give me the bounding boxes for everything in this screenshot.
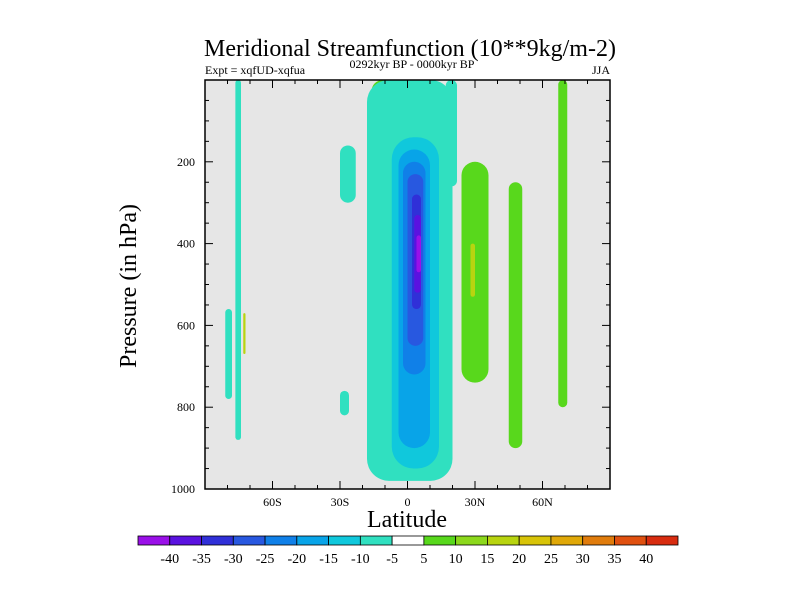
y-tick-label: 200: [177, 155, 195, 169]
contour-sh-small-yellow-mark: [243, 313, 246, 355]
axes: 60S 30S 0 30N 60N 200 400 600 800 1000: [171, 80, 611, 509]
colorbar-label: 25: [544, 552, 558, 567]
colorbar-swatch: [645, 535, 679, 546]
colorbar-swatch: [201, 535, 234, 546]
colorbar-label: -20: [287, 552, 306, 567]
contour-hadley-40: [416, 235, 421, 273]
contour-sh-small-patch-left: [225, 309, 232, 400]
contour-subtropic-patch-200: [340, 145, 356, 203]
colorbar-swatch: [550, 535, 584, 546]
season-label: JJA: [592, 63, 610, 77]
colorbar-swatch: [518, 535, 552, 546]
x-tick-label: 60N: [532, 495, 553, 509]
colorbar-swatch: [391, 535, 425, 546]
colorbar: -40 -35 -30 -25 -20 -15 -10 -5 5 10 15 20 25 30 35 40: [137, 535, 679, 567]
colorbar-swatch: [359, 535, 393, 546]
colorbar-swatch: [264, 535, 298, 546]
x-axis-title: Latitude: [367, 507, 447, 533]
contour-nh-cyan-streak: [445, 80, 457, 187]
y-tick-label: 600: [177, 318, 195, 332]
colorbar-label: 10: [449, 552, 463, 567]
contour-ferrel-yellow: [470, 243, 475, 297]
colorbar-swatch: [487, 535, 520, 546]
colorbar-label: 5: [420, 552, 427, 567]
colorbar-label: -25: [256, 552, 275, 567]
colorbar-label: -15: [319, 552, 338, 567]
y-tick-label: 800: [177, 400, 195, 414]
colorbar-label: -30: [224, 552, 243, 567]
colorbar-swatch: [582, 535, 615, 546]
colorbar-label: 40: [639, 552, 653, 567]
y-tick-label: 1000: [171, 482, 195, 496]
colorbar-label: -40: [160, 552, 179, 567]
colorbar-swatch: [328, 535, 361, 546]
colorbar-swatch: [296, 535, 329, 546]
contour-sh-polar-streak: [235, 80, 241, 440]
contour-subtropic-patch-800: [340, 390, 349, 416]
x-tick-label: 30S: [331, 495, 350, 509]
x-tick-label: 60S: [263, 495, 282, 509]
contour-regions: [225, 80, 568, 481]
colorbar-label: 35: [607, 552, 621, 567]
contour-ferrel-green-2: [508, 182, 523, 449]
x-tick-label: 30N: [465, 495, 486, 509]
colorbar-label: -35: [192, 552, 211, 567]
experiment-label: Expt = xqfUD-xqfua: [205, 63, 306, 77]
colorbar-swatch: [169, 535, 202, 546]
colorbar-label: -5: [386, 552, 398, 567]
colorbar-swatch: [455, 535, 488, 546]
colorbar-label: 15: [480, 552, 494, 567]
x-tick-label: 0: [405, 495, 411, 509]
chart-title: Meridional Streamfunction (10**9kg/m-2): [204, 36, 616, 62]
colorbar-label: -10: [351, 552, 370, 567]
colorbar-label: 20: [512, 552, 526, 567]
contour-nh-polar-green: [558, 80, 568, 408]
period-label: 0292kyr BP - 0000kyr BP: [350, 57, 475, 71]
colorbar-swatch: [423, 535, 457, 546]
y-tick-label: 400: [177, 237, 195, 251]
colorbar-swatch: [232, 535, 266, 546]
y-axis-title: Pressure (in hPa): [116, 204, 142, 368]
colorbar-swatch: [614, 535, 647, 546]
colorbar-swatch: [137, 535, 171, 546]
colorbar-label: 30: [576, 552, 590, 567]
